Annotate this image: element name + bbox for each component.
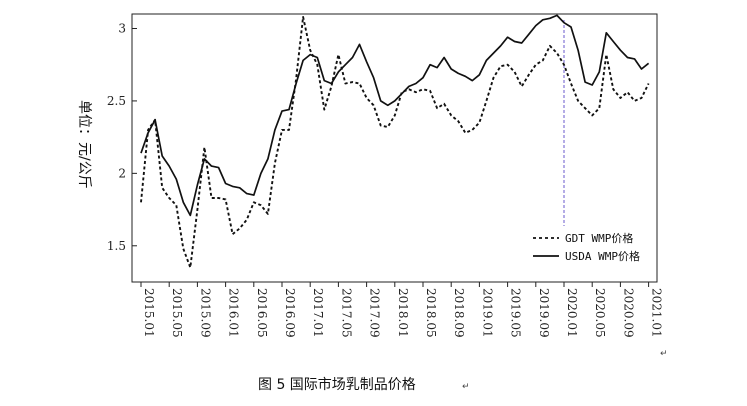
x-tick-label: 2017.09 xyxy=(368,288,382,338)
y-tick-label: 2.5 xyxy=(107,94,126,108)
legend-label-gdt: GDT WMP价格 xyxy=(565,231,633,245)
x-tick-label: 2020.01 xyxy=(565,288,579,338)
y-tick-label: 3 xyxy=(118,21,126,35)
x-tick-label: 2019.01 xyxy=(480,288,494,338)
paragraph-return-mark: ↵ xyxy=(660,349,668,359)
x-tick-label: 2020.05 xyxy=(593,288,607,338)
x-tick-label: 2020.09 xyxy=(621,288,635,338)
x-tick-label: 2016.01 xyxy=(227,288,241,338)
legend-label-usda: USDA WMP价格 xyxy=(565,249,640,263)
x-tick-label: 2016.09 xyxy=(283,288,297,338)
figure-caption: 图 5 国际市场乳制品价格 xyxy=(258,376,416,393)
x-tick-label: 2016.05 xyxy=(255,288,269,338)
x-tick-label: 2015.05 xyxy=(170,288,184,338)
x-tick-label: 2017.01 xyxy=(311,288,325,338)
y-axis-label: 单位：元/公斤 xyxy=(76,100,92,189)
x-tick-label: 2019.09 xyxy=(537,288,551,338)
series-line-gdt-wmp xyxy=(140,15,650,269)
y-tick-label: 2 xyxy=(118,166,126,180)
caption-return-mark: ↵ xyxy=(462,382,470,392)
legend: GDT WMP价格 USDA WMP价格 xyxy=(533,231,640,263)
series-layer xyxy=(140,14,650,269)
x-tick-label: 2015.01 xyxy=(142,288,156,338)
series-line-usda-wmp xyxy=(140,14,650,217)
x-tick-label: 2019.05 xyxy=(509,288,523,338)
x-tick-label: 2018.09 xyxy=(452,288,466,338)
x-axis: 2015.01 2015.05 2015.09 2016.01 2016.05 2016.… xyxy=(140,282,664,338)
y-axis: 1.5 2 2.5 3 xyxy=(107,21,137,253)
x-tick-label: 2017.05 xyxy=(339,288,353,338)
x-tick-label: 2018.05 xyxy=(424,288,438,338)
x-tick-label: 2015.09 xyxy=(198,288,212,338)
x-tick-label: 2021.01 xyxy=(650,288,664,338)
x-tick-label: 2018.01 xyxy=(396,288,410,338)
y-tick-label: 1.5 xyxy=(107,239,126,253)
